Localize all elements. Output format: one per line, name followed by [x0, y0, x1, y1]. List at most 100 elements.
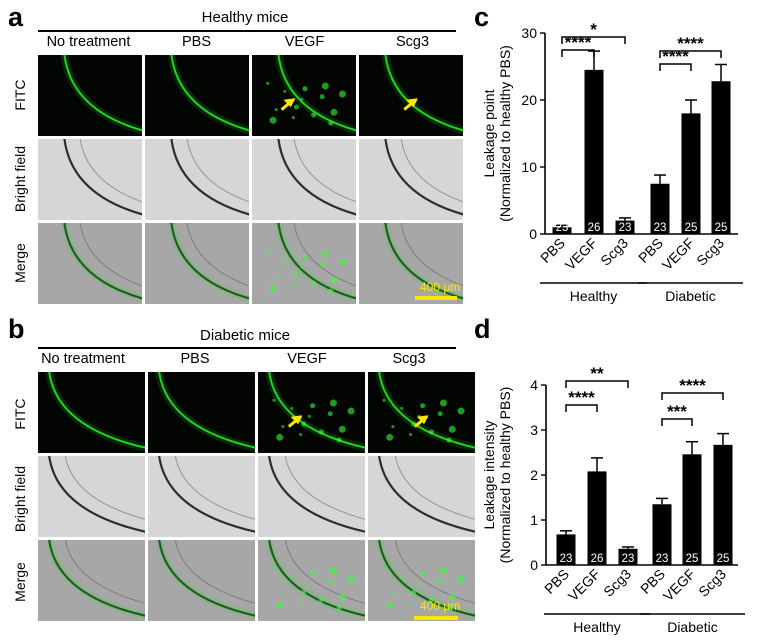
panel-b-tile-merge-vegf: [258, 540, 365, 621]
bar: [615, 220, 635, 234]
y-tick-label: 3: [530, 422, 538, 438]
y-tick-label: 2: [530, 467, 538, 483]
bar: [556, 534, 576, 565]
significance-label: *: [590, 20, 597, 39]
significance-label: ****: [568, 388, 595, 407]
category-label: Scg3: [597, 235, 631, 269]
n-label: 23: [656, 553, 669, 565]
significance-bracket: [661, 392, 724, 400]
n-label: 26: [591, 553, 604, 565]
panel-b-row-fitc: FITC: [12, 398, 28, 430]
panel-a-label: a: [8, 2, 24, 32]
panel-b-tile-fitc-scg3: [368, 372, 475, 453]
panel-b-tile-fitc-pbs: [148, 372, 255, 453]
panel-a-scale-label: 400 μm: [420, 280, 461, 294]
n-label: 25: [686, 553, 699, 565]
panel-a-row-bright-field: Bright field: [12, 145, 28, 213]
panel-b-row-merge: Merge: [12, 562, 28, 602]
panel-b-col-vegf: VEGF: [287, 351, 327, 367]
panel-a-tile-fitc-pbs: [145, 55, 249, 136]
n-label: 26: [588, 222, 601, 234]
y-tick-label: 4: [530, 377, 538, 393]
bar: [682, 454, 702, 565]
panel-b-tile-bright-field-no-treatment: [38, 456, 145, 537]
category-label: VEGF: [660, 566, 698, 604]
panel-b-scale-label: 400 μm: [420, 599, 461, 613]
panel-b-tile-merge-scg3: [368, 540, 475, 621]
y-tick-label: 1: [530, 512, 538, 528]
y-axis-sublabel: (Normalized to healthy PBS): [497, 387, 513, 564]
y-tick-label: 0: [530, 557, 538, 573]
panel-a-tile-fitc-no-treatment: [38, 55, 142, 136]
y-tick-label: 0: [529, 226, 537, 242]
panel-a-group-line: [38, 30, 456, 32]
panel-b-col-no-treatment: No treatment: [41, 351, 125, 367]
panel-a-col-vegf: VEGF: [284, 34, 325, 50]
bar: [650, 183, 670, 234]
y-axis-label: Leakage point: [481, 89, 497, 177]
panel-a-tile-merge-vegf: [252, 223, 356, 304]
panel-a-scale-bar: [415, 296, 457, 300]
bar: [681, 113, 701, 234]
panel-b-group-title: Diabetic mice: [199, 327, 291, 344]
group-label: Healthy: [570, 288, 617, 304]
n-label: 23: [654, 222, 667, 234]
panel-a-tile-bright-field-scg3: [359, 139, 463, 220]
bar: [713, 444, 733, 565]
significance-bracket: [565, 404, 598, 412]
panel-b-tile-merge-no-treatment: [38, 540, 145, 621]
panel-a-col-pbs: PBS: [181, 34, 211, 50]
significance-bracket: [659, 63, 692, 71]
y-tick-label: 30: [521, 25, 537, 41]
panel-b-tile-bright-field-pbs: [148, 456, 255, 537]
panel-b-tile-bright-field-scg3: [368, 456, 475, 537]
panel-a-col-no-treatment: No treatment: [46, 34, 131, 50]
panel-a-tile-bright-field-pbs: [145, 139, 249, 220]
panel-b-scale-bar: [414, 616, 458, 620]
y-tick-label: 20: [521, 92, 537, 108]
panel-b-col-pbs: PBS: [180, 351, 210, 367]
significance-label: ****: [679, 376, 706, 395]
y-axis-sublabel: (Normalized to healthy PBS): [497, 45, 513, 222]
panel-b-tile-fitc-no-treatment: [38, 372, 145, 453]
bar: [618, 548, 638, 565]
group-label: Diabetic: [665, 288, 716, 304]
bar: [587, 471, 607, 565]
panel-a-tile-merge-scg3: [359, 223, 463, 304]
bar: [552, 227, 572, 234]
group-label: Diabetic: [667, 619, 718, 635]
category-label: VEGF: [565, 566, 603, 604]
significance-bracket: [561, 36, 626, 44]
category-label: VEGF: [562, 235, 600, 273]
category-label: Scg3: [695, 566, 729, 600]
panel-a-row-fitc: FITC: [12, 79, 28, 111]
panel-a-tile-bright-field-vegf: [252, 139, 356, 220]
bar: [652, 504, 672, 565]
significance-bracket: [565, 380, 629, 388]
bar: [711, 81, 731, 235]
panel-a-row-merge: Merge: [12, 243, 28, 283]
panel-a-tile-bright-field-no-treatment: [38, 139, 142, 220]
panel-a-tile-fitc-vegf: [252, 55, 356, 136]
significance-label: **: [590, 364, 604, 383]
category-label: Scg3: [600, 566, 634, 600]
significance-label: ****: [677, 34, 704, 53]
significance-bracket: [561, 49, 595, 57]
group-label: Healthy: [573, 619, 620, 635]
panel-a-tile-fitc-scg3: [359, 55, 463, 136]
panel-d-label: d: [474, 314, 491, 344]
panel-c-label: c: [474, 2, 490, 32]
panel-c-bar-chart: 0 10 20 30 Leakage point (Normalized to healt…: [481, 20, 743, 304]
n-label: 23: [560, 553, 573, 565]
significance-bracket: [661, 418, 693, 426]
n-label: 25: [715, 222, 728, 234]
n-label: 25: [717, 553, 730, 565]
panel-a-tile-merge-no-treatment: [38, 223, 142, 304]
panel-a-tile-merge-pbs: [145, 223, 249, 304]
category-label: Scg3: [693, 235, 727, 269]
panel-b-tile-merge-pbs: [148, 540, 255, 621]
significance-bracket: [659, 50, 722, 58]
n-label: 23: [556, 222, 569, 234]
panel-a-group-title: Healthy mice: [201, 9, 289, 26]
